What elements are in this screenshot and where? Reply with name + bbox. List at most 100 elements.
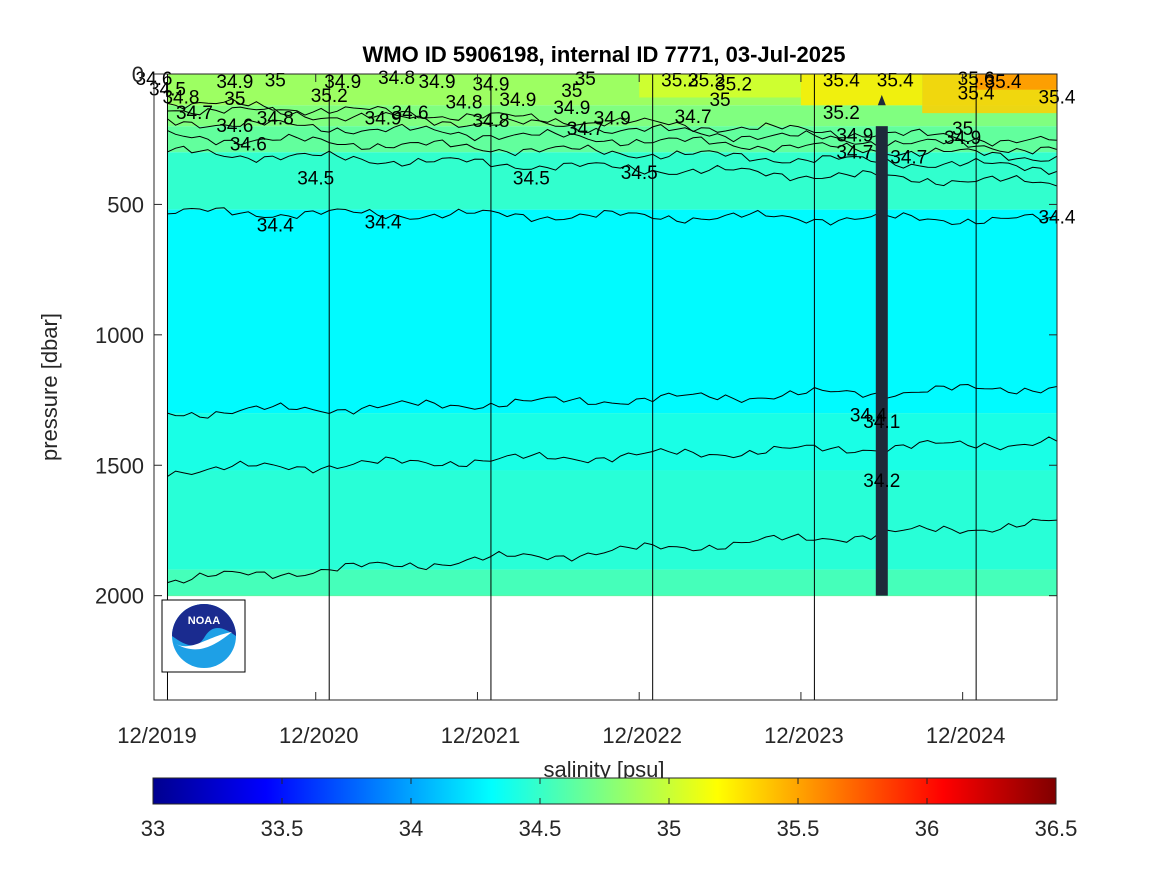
field-pocket (976, 74, 1057, 90)
colorbar-tick-label: 35.5 (777, 816, 820, 841)
contour-label: 34.7 (890, 147, 927, 168)
colorbar-tick-label: 34 (399, 816, 423, 841)
contour-label: 34.2 (863, 471, 900, 492)
colorbar-tick-label: 34.5 (519, 816, 562, 841)
contour-label: 35 (952, 119, 973, 140)
contour-label: 34.6 (392, 103, 429, 124)
contour-label: 34.9 (324, 72, 361, 93)
colorbar-tick-label: 33.5 (261, 816, 304, 841)
contour-label: 34.4 (850, 406, 887, 427)
contour-label: 34.9 (216, 72, 253, 93)
contour-label: 34.9 (836, 125, 873, 146)
contour-label: 35.4 (823, 71, 860, 92)
contour-line (167, 118, 1057, 162)
contour-label: 35 (561, 81, 582, 102)
logo-text: NOAA (188, 615, 220, 627)
x-tick-label: 12/2022 (602, 723, 682, 748)
contour-label: 35.2 (661, 71, 698, 92)
contour-label: 35.2 (715, 74, 752, 95)
contour-label: 34.5 (149, 80, 186, 101)
contour-label: 34.9 (944, 128, 981, 149)
colorbar (152, 777, 1057, 805)
contour-label: 34.9 (419, 72, 456, 93)
contour-label: 34.4 (365, 213, 402, 234)
logo-gull (176, 632, 232, 650)
field-band (167, 126, 1057, 153)
contour-label: 34.8 (257, 108, 294, 129)
contour-label: 34.5 (621, 163, 658, 184)
colorbar-ticks: 33 33.5 34 34.5 35 35.5 36 36.5 (141, 778, 1078, 841)
contour-label: 34.7 (836, 142, 873, 163)
contour-label: 34.6 (216, 116, 253, 137)
anomaly-tip (877, 94, 886, 106)
noaa-logo: NOAA (161, 599, 246, 673)
field-band (167, 470, 1057, 570)
field-band (167, 105, 1057, 127)
contour-label: 34.8 (162, 87, 199, 108)
field-band (167, 569, 1057, 596)
contour-label: 35.4 (958, 84, 995, 105)
colorbar-tick-label: 36 (915, 816, 939, 841)
y-tick-label: 2000 (95, 584, 144, 609)
contour-line (167, 518, 1057, 584)
field-band (167, 152, 1057, 210)
contour-label: 35 (709, 90, 730, 111)
contour-label: 35.2 (311, 86, 348, 107)
contour-label: 34.5 (297, 168, 334, 189)
contour-line (167, 207, 1057, 226)
contour-label: 35.2 (823, 103, 860, 124)
contour-label: 34.9 (553, 98, 590, 119)
contour-label: 34.7 (567, 119, 604, 140)
y-tick-label: 500 (107, 192, 144, 217)
contour-label: 34.4 (257, 215, 294, 236)
contour-label: 34.8 (472, 111, 509, 132)
x-tick-label: 12/2023 (764, 723, 844, 748)
colorbar-tick-label: 33 (141, 816, 165, 841)
y-axis-label: pressure [dbar] (37, 313, 62, 461)
contour-label: 34.9 (499, 90, 536, 111)
field-band (167, 413, 1057, 471)
contour-line (167, 98, 1057, 147)
contour-label: 34.8 (445, 93, 482, 114)
contour-label: 34.7 (675, 107, 712, 128)
contour-line (167, 145, 1057, 187)
anomaly-column (875, 126, 888, 596)
contour-label: 34.9 (365, 108, 402, 129)
contour-label: 34.1 (863, 412, 900, 433)
contour-line (167, 436, 1057, 477)
contour-label: 35.4 (985, 72, 1022, 93)
colorbar-tick-label: 36.5 (1035, 816, 1078, 841)
contour-label: 34.8 (378, 68, 415, 89)
contour-label: 35.2 (688, 71, 725, 92)
contour-label: 34.6 (230, 134, 267, 155)
field-band (167, 209, 1057, 414)
contour-lines (167, 94, 1057, 597)
x-tick-label: 12/2020 (279, 723, 359, 748)
contour-label: 34.7 (176, 103, 213, 124)
y-tick-label: 0 (132, 62, 144, 87)
colorbar-tick-label: 35 (657, 816, 681, 841)
x-tick-label: 12/2021 (441, 723, 521, 748)
year-marker-lines (166, 74, 977, 700)
x-axis-ticks: 12/2019 12/2020 12/2021 12/2022 12/2023 12/20… (117, 74, 1005, 748)
y-tick-label: 1500 (95, 453, 144, 478)
contour-label: 34.9 (472, 74, 509, 95)
contour-label: 34.5 (513, 168, 550, 189)
logo-sky (172, 604, 236, 646)
contour-line (167, 106, 1057, 155)
contour-label: 35 (265, 71, 286, 92)
contour-line (167, 383, 1057, 419)
y-tick-label: 1000 (95, 323, 144, 348)
contour-label: 35.4 (877, 71, 914, 92)
contour-line (167, 130, 1057, 175)
contour-label: 34.9 (594, 108, 631, 129)
contour-label: 35 (224, 89, 245, 110)
plot-frame (153, 73, 1058, 701)
field-pocket (800, 74, 923, 106)
chart-title: WMO ID 5906198, internal ID 7771, 03-Jul… (362, 42, 845, 67)
x-tick-label: 12/2024 (926, 723, 1006, 748)
field-pocket (639, 74, 801, 98)
salinity-field (167, 74, 1057, 596)
